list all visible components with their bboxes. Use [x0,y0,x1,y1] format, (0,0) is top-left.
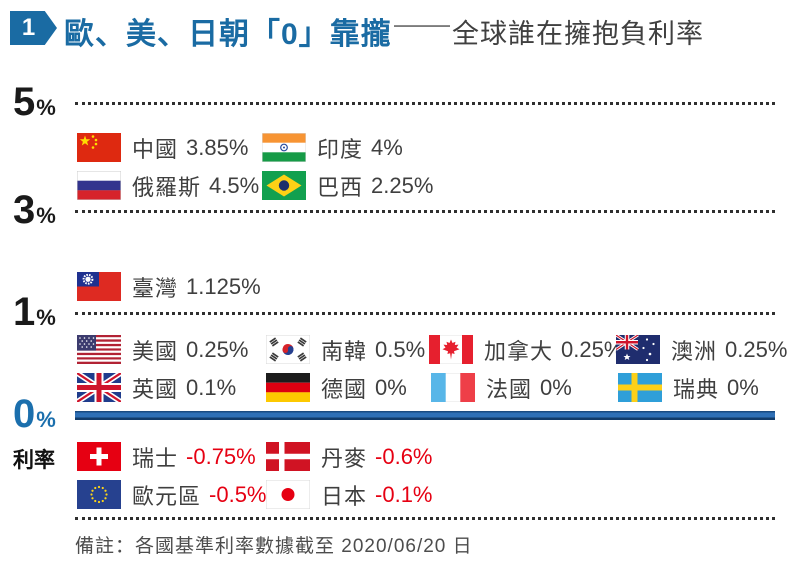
switzerland-flag-icon [77,442,121,471]
page-title: 歐、美、日朝「0」靠攏 [64,18,392,51]
rate-item-france: 法國 0% [431,373,572,402]
rate-value: 4.5% [209,172,260,198]
title-dash: —— [394,8,450,39]
usa-flag-icon [77,335,121,364]
rate-item-taiwan: 臺灣 1.125% [77,272,261,301]
rate-item-switzerland: 瑞士 -0.75% [77,442,256,471]
russia-flag-icon [77,171,121,200]
rate-value: 3.85% [186,134,249,160]
germany-flag-icon [266,373,310,402]
taiwan-flag-icon [77,272,121,301]
rate-value: -0.5% [209,481,267,507]
rate-item-japan: 日本 -0.1% [266,480,433,509]
eu-flag-icon [77,480,121,509]
country-name: 歐元區 [132,483,202,509]
india-flag-icon [262,133,306,162]
rate-value: -0.75% [186,443,256,469]
country-name: 南韓 [321,338,368,364]
rate-value: -0.6% [375,443,433,469]
country-name: 美國 [132,338,179,364]
rate-item-usa: 美國 0.25% [77,335,248,364]
south-korea-flag-icon [266,335,310,364]
rate-value: 0% [540,374,572,400]
rate-value: 1.125% [186,273,261,299]
rate-item-sweden: 瑞典 0% [618,373,759,402]
y-tick-5pct: 5% [13,80,56,124]
rate-item-eurozone: 歐元區 -0.5% [77,480,267,509]
country-name: 瑞典 [673,376,720,402]
country-name: 日本 [321,483,368,509]
rate-item-germany: 德國 0% [266,373,407,402]
rate-item-australia: 澳洲 0.25% [616,335,787,364]
canada-flag-icon [429,335,473,364]
country-name: 中國 [132,136,179,162]
country-name: 巴西 [317,174,364,200]
rate-item-uk: 英國 0.1% [77,373,236,402]
y-axis-label: 利率 [13,449,55,472]
y-tick-1pct: 1% [13,290,56,334]
country-name: 澳洲 [671,338,718,364]
number-badge: 1 [10,11,57,45]
rate-item-china: 中國 3.85% [77,133,248,162]
rate-value: 2.25% [371,172,434,198]
brazil-flag-icon [262,171,306,200]
rate-item-canada: 加拿大 0.25% [429,335,623,364]
rate-item-south-korea: 南韓 0.5% [266,335,425,364]
gridline-1pct [75,312,775,315]
page-subtitle: 全球誰在擁抱負利率 [452,19,704,49]
rate-item-india: 印度 4% [262,133,403,162]
rate-item-denmark: 丹麥 -0.6% [266,442,433,471]
country-name: 加拿大 [484,338,554,364]
rate-item-russia: 俄羅斯 4.5% [77,171,259,200]
rate-value: 4% [371,134,403,160]
y-tick-3pct: 3% [13,188,56,232]
gridline-bottom [75,517,775,520]
country-name: 印度 [317,136,364,162]
country-name: 英國 [132,376,179,402]
country-name: 俄羅斯 [132,174,202,200]
gridline-3pct [75,210,775,213]
gridline-5pct [75,102,775,105]
japan-flag-icon [266,480,310,509]
uk-flag-icon [77,373,121,402]
country-name: 德國 [321,376,368,402]
rate-value: 0.25% [186,336,249,362]
zero-baseline [75,411,775,420]
france-flag-icon [431,373,475,402]
rate-value: 0% [375,374,407,400]
rate-value: 0.5% [375,336,426,362]
denmark-flag-icon [266,442,310,471]
china-flag-icon [77,133,121,162]
rate-value: 0.25% [725,336,788,362]
country-name: 丹麥 [321,445,368,471]
rate-value: 0.1% [186,374,237,400]
country-name: 瑞士 [132,445,179,471]
rate-value: 0% [727,374,759,400]
badge-number: 1 [21,14,36,41]
australia-flag-icon [616,335,660,364]
rate-value: -0.1% [375,481,433,507]
rate-value: 0.25% [561,336,624,362]
y-tick-0pct: 0% [13,392,56,436]
rate-item-brazil: 巴西 2.25% [262,171,433,200]
footnote: 備註：各國基準利率數據截至 2020/06/20 日 [75,536,473,557]
sweden-flag-icon [618,373,662,402]
country-name: 法國 [486,376,533,402]
country-name: 臺灣 [132,275,179,301]
